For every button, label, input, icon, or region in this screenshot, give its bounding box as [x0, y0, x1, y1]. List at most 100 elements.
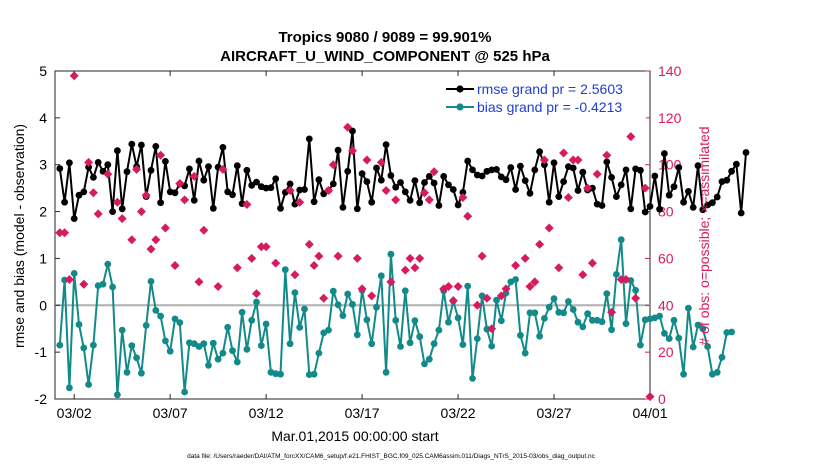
rmse-point — [229, 191, 236, 199]
rmse-point — [670, 183, 678, 191]
rmse-series — [56, 127, 750, 223]
bias-point — [584, 310, 591, 318]
obs-possible-marker — [242, 200, 252, 209]
bias-point — [401, 287, 409, 295]
rmse-point — [651, 172, 659, 180]
rmse-point — [56, 165, 64, 172]
rmse-point — [723, 176, 731, 184]
rmse-point — [464, 157, 472, 165]
obs-possible-marker — [256, 242, 266, 252]
rmse-point — [646, 203, 654, 210]
bias-series — [56, 236, 735, 399]
obs-possible-marker — [295, 197, 305, 207]
bias-point — [344, 290, 352, 298]
rmse-point — [397, 179, 404, 186]
bias-point — [665, 335, 673, 342]
rmse-point — [272, 175, 280, 183]
obs-possible-marker — [55, 228, 65, 238]
bias-point — [521, 349, 529, 357]
rmse-point — [531, 166, 539, 174]
y-left-tick-label: 3 — [39, 157, 47, 173]
rmse-point — [329, 180, 337, 188]
bias-point — [675, 334, 683, 342]
obs-possible-marker — [429, 167, 439, 177]
rmse-point — [598, 202, 606, 209]
x-tick-label: 03/12 — [249, 405, 284, 421]
bias-point — [118, 326, 126, 334]
rmse-point — [574, 187, 582, 194]
bias-point — [315, 349, 323, 357]
rmse-point — [454, 201, 462, 209]
bias-point — [392, 316, 400, 324]
rmse-point — [589, 184, 596, 192]
rmse-point — [517, 162, 524, 170]
rmse-point — [66, 159, 73, 167]
bias-point — [281, 266, 289, 274]
rmse-point — [449, 186, 457, 193]
rmse-point — [478, 172, 486, 180]
x-tick-label: 03/07 — [153, 405, 188, 421]
rmse-point — [209, 204, 217, 212]
rmse-point — [560, 178, 567, 186]
bias-point — [133, 354, 141, 362]
bias-point — [181, 388, 189, 396]
rmse-point — [440, 173, 448, 180]
bias-point — [713, 368, 721, 376]
rmse-point — [521, 177, 529, 185]
bias-point — [387, 250, 395, 258]
bias-point — [406, 339, 414, 347]
bias-point — [425, 355, 433, 363]
obs-possible-marker — [69, 71, 79, 81]
y-right-tick-label: 140 — [658, 63, 682, 79]
obs-possible-marker — [448, 296, 458, 306]
rmse-point — [406, 196, 414, 204]
obs-possible-marker — [487, 324, 497, 334]
bias-point — [219, 349, 227, 357]
bias-point — [233, 358, 241, 366]
bias-point — [411, 317, 419, 325]
bias-point — [147, 278, 155, 285]
bias-point — [613, 271, 620, 278]
obs-possible-marker — [103, 169, 113, 179]
y-left-tick-label: 4 — [39, 110, 47, 126]
rmse-point — [445, 181, 452, 189]
bias-point — [454, 314, 462, 322]
bias-point — [238, 308, 246, 316]
rmse-point — [425, 173, 433, 180]
bias-point — [229, 347, 236, 355]
rmse-point — [195, 157, 203, 165]
rmse-point — [435, 202, 443, 209]
obs-possible-marker — [343, 122, 353, 132]
bias-point — [90, 341, 97, 349]
x-tick-label: 03/02 — [57, 405, 92, 421]
bias-point — [138, 369, 145, 377]
obs-possible-marker — [170, 261, 180, 270]
bias-point — [680, 370, 687, 378]
bias-point — [296, 323, 304, 331]
obs-possible-marker — [127, 235, 137, 245]
bias-point — [526, 309, 534, 317]
rmse-point — [233, 162, 241, 170]
bias-point — [574, 318, 582, 326]
bias-point — [473, 335, 481, 342]
obs-possible-marker — [136, 207, 146, 217]
bias-point — [377, 272, 385, 280]
axis-ticks: 03/02 03/07 03/12 03/17 03/22 03/27 04/01 -2 -1 0… — [35, 63, 682, 421]
rmse-point — [392, 183, 400, 191]
rmse-point — [656, 205, 663, 213]
rmse-point — [550, 159, 558, 167]
chart-title-line2: AIRCRAFT_U_WIND_COMPONENT @ 525 hPa — [220, 48, 550, 65]
obs-possible-marker — [175, 179, 185, 188]
bias-point — [253, 298, 260, 306]
bias-point — [277, 370, 284, 378]
bias-point — [603, 290, 611, 297]
rmse-point — [742, 149, 750, 156]
rmse-point — [90, 174, 97, 181]
rmse-point — [699, 206, 707, 214]
obs-possible-marker — [60, 228, 70, 238]
bias-point — [329, 287, 337, 295]
rmse-point — [382, 141, 390, 149]
bias-point — [368, 340, 376, 348]
obs-markers — [55, 71, 655, 402]
